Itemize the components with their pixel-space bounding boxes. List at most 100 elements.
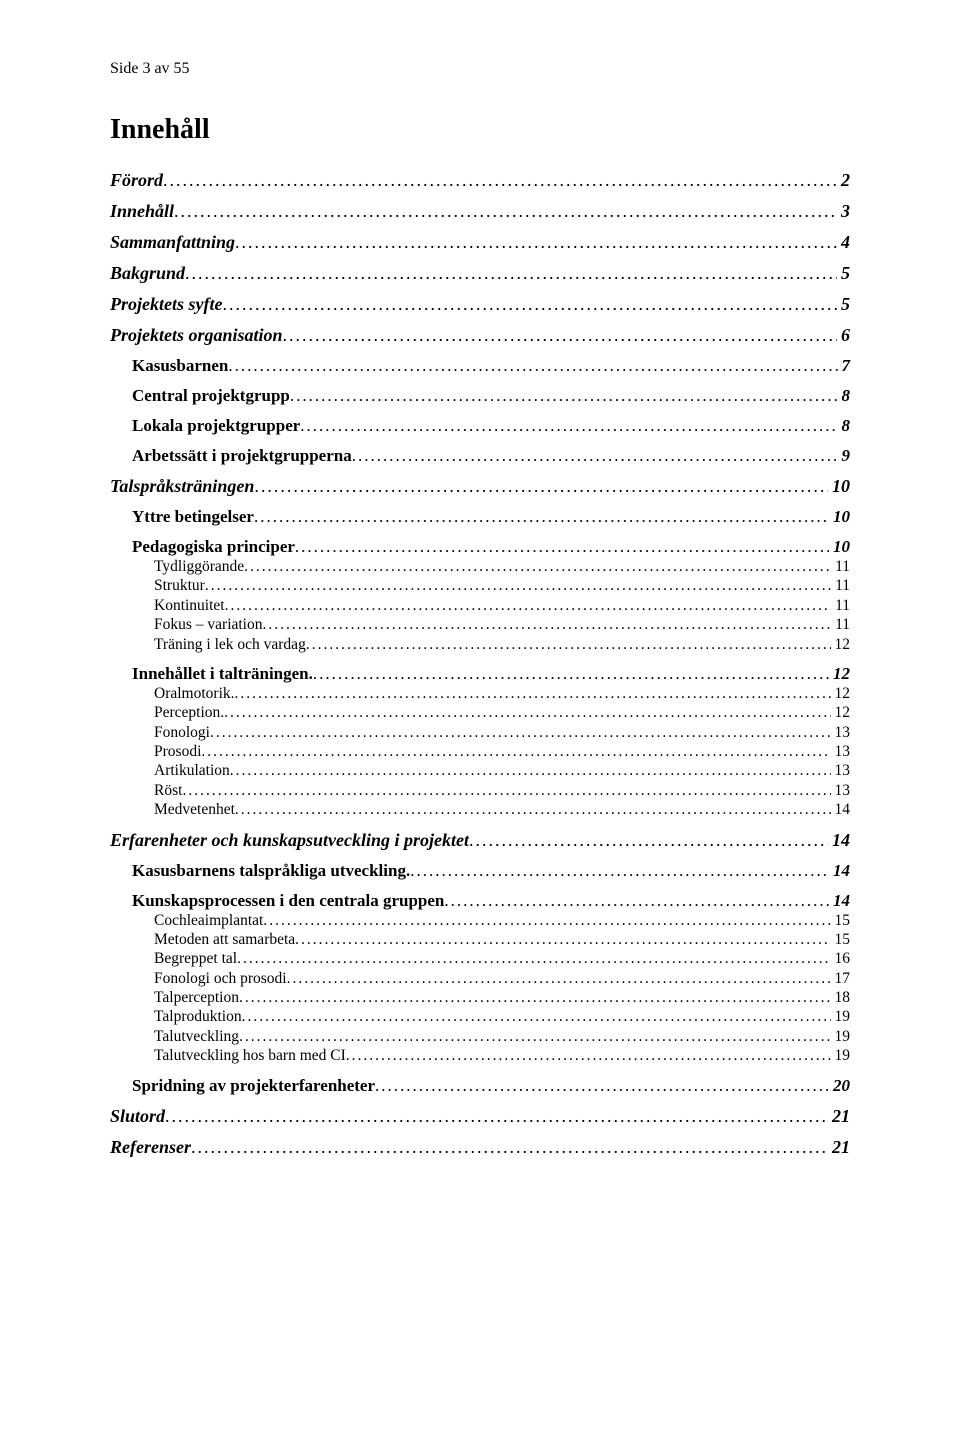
toc-entry: Perception. 12 <box>154 703 850 722</box>
toc-leader-dots <box>230 761 831 780</box>
toc-entry-label: Talproduktion <box>154 1007 242 1026</box>
toc-entry: Projektets syfte 5 <box>110 294 850 315</box>
toc-leader-dots <box>242 1007 831 1026</box>
toc-leader-dots <box>237 949 830 968</box>
toc-entry-page: 5 <box>837 294 850 315</box>
toc-entry: Fonologi13 <box>154 723 850 742</box>
toc-leader-dots <box>287 969 831 988</box>
toc-entry-label: Innehåll <box>110 201 174 222</box>
toc-leader-dots <box>163 170 837 191</box>
toc-entry-label: Spridning av projekterfarenheter <box>132 1076 375 1096</box>
toc-entry-page: 19 <box>831 1046 851 1065</box>
toc-entry: Talperception18 <box>154 988 850 1007</box>
toc-entry-page: 8 <box>838 416 851 436</box>
toc-entry: Kasusbarnens talspråkliga utveckling.14 <box>132 861 850 881</box>
toc-entry-label: Kunskapsprocessen i den centrala gruppen <box>132 891 444 911</box>
toc-entry-label: Prosodi <box>154 742 201 761</box>
toc-entry-page: 5 <box>837 263 850 284</box>
toc-entry-page: 12 <box>831 703 851 722</box>
toc-leader-dots <box>263 615 832 634</box>
toc-entry-page: 15 <box>831 930 851 949</box>
toc-leader-dots <box>174 201 837 222</box>
toc-entry-label: Arbetssätt i projektgrupperna <box>132 446 352 466</box>
toc-leader-dots <box>290 386 838 406</box>
toc-entry-page: 4 <box>837 232 850 253</box>
toc-leader-dots <box>235 232 837 253</box>
toc-leader-dots <box>191 1137 828 1158</box>
toc-entry-label: Talutveckling hos barn med CI <box>154 1046 346 1065</box>
toc-entry: Kunskapsprocessen i den centrala gruppen… <box>132 891 850 911</box>
toc-leader-dots <box>306 635 831 654</box>
toc-entry: Spridning av projekterfarenheter 20 <box>132 1076 850 1096</box>
toc-entry: Oralmotorik. 12 <box>154 684 850 703</box>
toc-entry: Begreppet tal16 <box>154 949 850 968</box>
toc-entry: Artikulation13 <box>154 761 850 780</box>
toc-entry: Struktur11 <box>154 576 850 595</box>
toc-entry: Arbetssätt i projektgrupperna9 <box>132 446 850 466</box>
toc-entry-label: Slutord <box>110 1106 165 1127</box>
toc-entry-label: Bakgrund <box>110 263 185 284</box>
toc-entry-page: 13 <box>831 761 851 780</box>
toc-leader-dots <box>410 861 829 881</box>
toc-entry-label: Talspråksträningen <box>110 476 254 497</box>
toc-entry-page: 12 <box>831 635 851 654</box>
toc-entry: Sammanfattning4 <box>110 232 850 253</box>
toc-entry-page: 13 <box>831 742 851 761</box>
toc-entry-page: 20 <box>829 1076 850 1096</box>
toc-entry: Talutveckling19 <box>154 1027 850 1046</box>
page-header: Side 3 av 55 <box>110 60 850 78</box>
toc-entry: Central projektgrupp8 <box>132 386 850 406</box>
toc-entry-label: Begreppet tal <box>154 949 237 968</box>
toc-entry: Cochleaimplantat15 <box>154 911 850 930</box>
toc-entry-page: 12 <box>829 664 850 684</box>
toc-leader-dots <box>182 781 830 800</box>
toc-leader-dots <box>375 1076 829 1096</box>
toc-entry-label: Cochleaimplantat <box>154 911 263 930</box>
toc-entry: Kontinuitet11 <box>154 596 850 615</box>
toc-entry-label: Innehållet i talträningen. <box>132 664 313 684</box>
toc-entry-label: Central projektgrupp <box>132 386 290 406</box>
toc-entry-page: 12 <box>831 684 851 703</box>
toc-entry-label: Metoden att samarbeta <box>154 930 295 949</box>
toc-entry-page: 14 <box>829 861 850 881</box>
toc-entry-label: Oralmotorik. <box>154 684 235 703</box>
toc-entry-page: 14 <box>831 800 851 819</box>
toc-entry-label: Fonologi <box>154 723 210 742</box>
toc-entry-page: 11 <box>831 615 850 634</box>
toc-entry-page: 18 <box>831 988 851 1007</box>
toc-entry-label: Kasusbarnen <box>132 356 228 376</box>
toc-entry-page: 19 <box>831 1007 851 1026</box>
toc-entry: Talproduktion 19 <box>154 1007 850 1026</box>
toc-entry-label: Projektets organisation <box>110 325 283 346</box>
toc-leader-dots <box>239 1027 830 1046</box>
toc-entry: Yttre betingelser10 <box>132 507 850 527</box>
toc-leader-dots <box>205 576 831 595</box>
toc-entry-label: Perception. <box>154 703 224 722</box>
toc-entry-label: Referenser <box>110 1137 191 1158</box>
toc-entry-page: 6 <box>837 325 850 346</box>
document-page: Side 3 av 55 Innehåll Förord2Innehåll3Sa… <box>0 0 960 1438</box>
toc-entry-page: 3 <box>837 201 850 222</box>
toc-entry-label: Talutveckling <box>154 1027 239 1046</box>
toc-entry: Förord2 <box>110 170 850 191</box>
toc-entry-page: 7 <box>838 356 851 376</box>
toc-entry: Kasusbarnen 7 <box>132 356 850 376</box>
toc-entry: Tydliggörande11 <box>154 557 850 576</box>
toc-entry: Pedagogiska principer10 <box>132 537 850 557</box>
toc-entry-page: 10 <box>828 476 850 497</box>
toc-entry: Fonologi och prosodi17 <box>154 969 850 988</box>
toc-entry-page: 21 <box>828 1106 850 1127</box>
toc-leader-dots <box>254 476 828 497</box>
toc-leader-dots <box>300 416 837 436</box>
toc-entry: Erfarenheter och kunskapsutveckling i pr… <box>110 830 850 851</box>
toc-leader-dots <box>224 703 830 722</box>
toc-leader-dots <box>228 356 837 376</box>
toc-entry-page: 17 <box>831 969 851 988</box>
toc-entry-label: Projektets syfte <box>110 294 222 315</box>
toc-leader-dots <box>283 325 837 346</box>
toc-entry-label: Kontinuitet <box>154 596 225 615</box>
toc-entry-label: Pedagogiska principer <box>132 537 295 557</box>
toc-leader-dots <box>469 830 828 851</box>
toc-leader-dots <box>444 891 829 911</box>
toc-leader-dots <box>254 507 829 527</box>
